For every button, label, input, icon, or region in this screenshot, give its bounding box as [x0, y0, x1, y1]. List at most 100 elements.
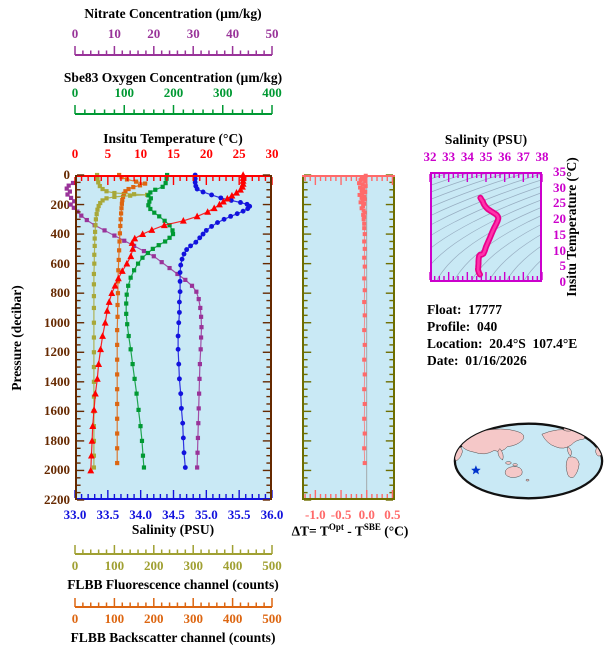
tick-label: 0 [71, 611, 79, 626]
tick-label: 33.0 [63, 507, 87, 522]
ts-diagram [429, 172, 543, 282]
float-info-block: Float: 17777 Profile: 040 Location: 20.4°S… [427, 301, 577, 369]
float-location-star-icon [471, 465, 481, 475]
tick-label: 0.5 [384, 507, 401, 522]
profile-plot [64, 171, 273, 501]
delta-t-sup-sbe: SBE [363, 522, 381, 532]
tick-label: 0 [71, 85, 79, 100]
new-zealand-island [525, 478, 530, 482]
indonesia-islands [505, 461, 512, 465]
info-value: 17777 [468, 302, 502, 317]
ts-salinity-axis-title: Salinity (PSU) [444, 132, 528, 147]
pressure-tick-label: 1200 [44, 344, 70, 360]
nitrate-scale-bar [74, 42, 273, 56]
tick-label: 0 [71, 26, 79, 41]
southeast-asia-landmass [497, 448, 504, 461]
tick-label: -0.5 [330, 507, 352, 522]
pressure-tick-label: 1800 [44, 432, 70, 448]
info-line: Profile: 040 [427, 318, 577, 335]
tick-label: 35.5 [227, 507, 251, 522]
tick-label: 300 [183, 611, 203, 626]
nitrate-axis-title: Nitrate Concentration (µm/kg) [84, 6, 262, 21]
info-label: Location: [427, 336, 490, 351]
tick-label: 10 [107, 26, 121, 41]
info-value: 01/16/2026 [465, 353, 527, 368]
tick-label: 0 [71, 558, 79, 573]
oxygen-axis-title: Sbe83 Oxygen Concentration (µm/kg) [63, 70, 283, 85]
tick-label: 200 [144, 611, 164, 626]
tick-label: 38 [535, 149, 549, 164]
australia-landmass [504, 466, 523, 478]
pressure-tick-label: 1400 [44, 373, 70, 389]
delta-t-label-part: (°C) [380, 523, 409, 539]
central-america-landmass [567, 446, 572, 457]
info-line: Location: 20.4°S 107.4°E [427, 335, 577, 352]
pressure-tick-label: 1600 [44, 403, 70, 419]
tick-label: 500 [262, 558, 282, 573]
delta-t-label-part: ΔT= T [291, 523, 329, 539]
tick-label: 200 [144, 558, 164, 573]
tick-label: 34 [460, 149, 474, 164]
pressure-tick-label: 400 [50, 226, 71, 242]
tick-label: 25 [232, 146, 246, 161]
tick-label: 100 [114, 85, 135, 100]
tick-label: 34.0 [129, 507, 153, 522]
pressure-tick-label: 0 [63, 167, 71, 182]
tick-label: 200 [163, 85, 184, 100]
south-america-landmass [565, 456, 580, 478]
delta-t-axis-title: ΔT= TOpt - TSBE (°C) [292, 522, 409, 540]
tick-label: 36.0 [260, 507, 284, 522]
pressure-tick-label: 800 [50, 285, 71, 301]
backscatter-axis-title: FLBB Backscatter channel (counts) [70, 630, 276, 645]
fluorescence-scale-bar [74, 541, 273, 555]
ts-temp-tick-label: 20 [553, 211, 566, 227]
tick-label: 35.0 [194, 507, 218, 522]
tick-label: 33.5 [96, 507, 120, 522]
salinity-axis-title: Salinity (PSU) [131, 522, 215, 537]
tick-label: 500 [262, 611, 282, 626]
pressure-tick-label: 2000 [44, 462, 70, 478]
ts-temp-tick-label: 5 [559, 258, 567, 274]
pressure-tick-label: 600 [50, 255, 71, 271]
tick-label: 30 [186, 26, 200, 41]
delta-t-label-part: - T [343, 523, 364, 539]
info-line: Date: 01/16/2026 [427, 352, 577, 369]
ts-temp-tick-label: 10 [553, 242, 566, 258]
tick-label: 400 [222, 558, 243, 573]
tick-label: 33 [442, 149, 456, 164]
info-label: Date: [427, 353, 466, 368]
temperature-axis-title: Insitu Temperature (°C) [103, 131, 243, 146]
ts-temperature-axis-title: Insitu Temperature (°C) [564, 157, 579, 297]
ts-temp-tick-label: 15 [553, 226, 566, 242]
tick-label: 40 [226, 26, 240, 41]
tick-label: 100 [104, 611, 125, 626]
info-line: Float: 17777 [427, 301, 577, 318]
delta-t-plot [302, 173, 395, 501]
delta-t-sup-opt: Opt [328, 522, 344, 532]
info-value: 20.4°S 107.4°E [489, 336, 578, 351]
tick-label: 32 [423, 149, 437, 164]
world-map-svg [453, 422, 604, 500]
pressure-tick-label: 200 [50, 196, 71, 212]
info-label: Float: [427, 302, 469, 317]
ts-temp-tick-label: 35 [553, 164, 566, 179]
ts-temp-tick-label: 0 [559, 274, 567, 289]
tick-label: 30 [265, 146, 279, 161]
tick-label: 300 [183, 558, 203, 573]
tick-label: 37 [516, 149, 530, 164]
info-label: Profile: [427, 319, 477, 334]
pressure-tick-label: 1000 [44, 314, 70, 330]
tick-label: 0.0 [358, 507, 375, 522]
tick-label: 15 [167, 146, 180, 161]
ts-temp-tick-label: 30 [553, 179, 566, 195]
new-guinea-island [512, 463, 518, 467]
tick-label: 50 [265, 26, 279, 41]
tick-label: 36 [498, 149, 512, 164]
world-map [452, 420, 605, 502]
tick-label: 20 [147, 26, 161, 41]
fluorescence-axis-title: FLBB Fluorescence channel (counts) [67, 577, 279, 592]
tick-label: 5 [104, 146, 112, 161]
tick-label: -1.0 [305, 507, 326, 522]
info-value: 040 [476, 319, 498, 334]
